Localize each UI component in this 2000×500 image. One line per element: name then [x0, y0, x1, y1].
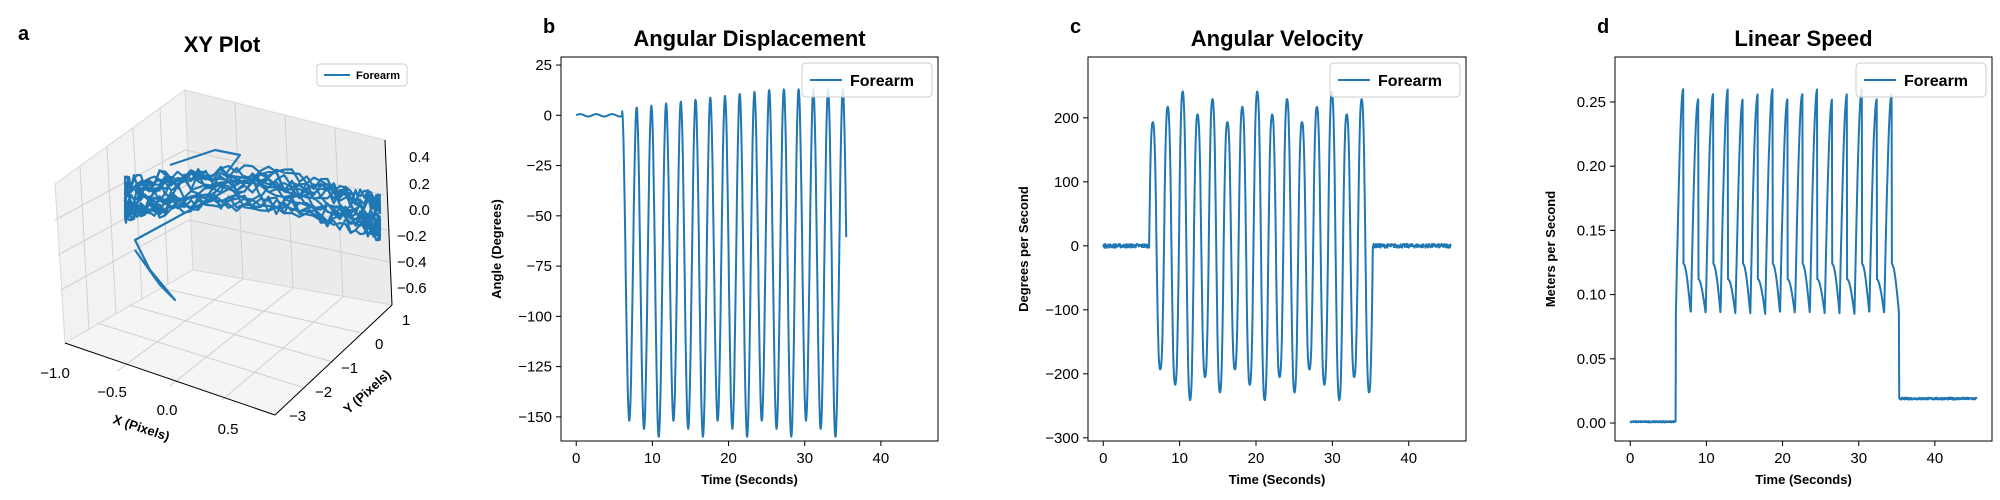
panel-letter-d: d [1597, 16, 1609, 38]
y-tick-label: −25 [527, 158, 552, 175]
y-tick-label: 200 [1054, 110, 1079, 127]
z-tick-label: −0.6 [397, 280, 427, 297]
y-tick-label: 0.20 [1577, 158, 1606, 175]
legend-label: Forearm [850, 73, 914, 90]
x-tick-label: 20 [1774, 450, 1791, 467]
x-tick-label: 10 [1698, 450, 1715, 467]
x-tick-label: 0.0 [157, 402, 178, 419]
y-tick-label: 0.25 [1577, 94, 1606, 111]
x-tick-label: 0 [1099, 450, 1107, 467]
x-tick-label: 20 [720, 450, 737, 467]
y-tick-label: 25 [535, 57, 552, 74]
y-axis-line [274, 304, 393, 416]
y-tick-label: 100 [1054, 174, 1079, 191]
legend-a: Forearm [316, 63, 408, 87]
plot-frame [560, 56, 939, 442]
panel-d-linear-speed: d Linear Speed 0 10 20 30 40 0.25 0.20 0.15 0.10 0… [1543, 16, 1993, 487]
y-tick-label: −300 [1045, 430, 1079, 447]
legend: Forearm [1855, 62, 1987, 98]
x-tick-label: 30 [796, 450, 813, 467]
plot-frame [1614, 56, 1993, 442]
panel-letter-a: a [18, 23, 30, 45]
legend-label: Forearm [1904, 73, 1968, 90]
x-tick-label: 30 [1324, 450, 1341, 467]
panel-letter-c: c [1070, 16, 1081, 38]
y-tick-label: −150 [518, 409, 552, 426]
chart-title: Angular Displacement [633, 26, 866, 51]
x-tick-label: 40 [1927, 450, 1944, 467]
y-tick-label: 0.05 [1577, 351, 1606, 368]
x-tick-label: 10 [644, 450, 661, 467]
y-tick-label: 0.00 [1577, 415, 1606, 432]
plot-frame [1087, 56, 1467, 442]
y-tick-label: −1 [341, 360, 358, 377]
series-line-forearm [1102, 90, 1452, 402]
y-tick-label: −3 [289, 408, 306, 425]
y-tick-label: 1 [402, 312, 410, 329]
y-tick-label: −2 [315, 384, 332, 401]
legend-box [1329, 62, 1461, 98]
x-tick-label: 0.5 [218, 421, 239, 438]
chart-title: Linear Speed [1734, 26, 1872, 51]
x-tick-label: −0.5 [97, 384, 127, 401]
x-axis-label: Time (Seconds) [1755, 472, 1852, 487]
z-tick-label: 0.4 [409, 149, 430, 166]
y-axis-label: Angle (Degrees) [489, 199, 504, 299]
legend: Forearm [1329, 62, 1461, 98]
legend: Forearm [801, 62, 933, 98]
y-tick-label: 0 [375, 336, 383, 353]
panel-b-angular-displacement: b Angular Displacement 0 10 20 30 40 25 0 −25 −50… [489, 16, 939, 487]
panel-c-angular-velocity: c Angular Velocity 0 10 20 30 40 200 100 0 −100 −2… [1016, 16, 1467, 487]
y-tick-label: 0 [544, 107, 552, 124]
x-tick-label: 20 [1248, 450, 1265, 467]
y-tick-label: 0 [1071, 238, 1079, 255]
chart-title-a: XY Plot [184, 32, 261, 57]
x-tick-label: 0 [1626, 450, 1634, 467]
x-axis-label: Time (Seconds) [701, 472, 798, 487]
y-ticks-a: 1 0 −1 −2 −3 [289, 312, 410, 425]
x-tick-label: 0 [572, 450, 580, 467]
y-axis-label: Degrees per Second [1016, 186, 1031, 312]
x-axis-line [64, 342, 276, 416]
x-tick-label: 30 [1850, 450, 1867, 467]
panel-letter-b: b [543, 16, 555, 38]
x-tick-label: 40 [873, 450, 890, 467]
legend-box [1855, 62, 1987, 98]
z-axis-line [384, 139, 393, 306]
series-line-xy-forearm [123, 148, 382, 302]
x-tick-label: 40 [1400, 450, 1417, 467]
y-tick-label: 0.10 [1577, 287, 1606, 304]
series-line-forearm [575, 88, 848, 438]
legend-label: Forearm [356, 70, 400, 82]
legend-label: Forearm [1378, 73, 1442, 90]
chart-title: Angular Velocity [1191, 26, 1364, 51]
z-ticks-a: 0.4 0.2 0.0 −0.2 −0.4 −0.6 [397, 149, 430, 297]
legend-box [316, 63, 408, 87]
y-tick-label: −100 [1045, 302, 1079, 319]
series-line-forearm [1629, 88, 1978, 424]
y-tick-label: −100 [518, 308, 552, 325]
x-axis-label: Time (Seconds) [1229, 472, 1326, 487]
panel-a-xy-plot: a XY Plot [18, 23, 430, 444]
x-ticks-a: −1.0 −0.5 0.0 0.5 [40, 365, 238, 438]
z-tick-label: −0.2 [397, 228, 427, 245]
z-tick-label: 0.0 [409, 202, 430, 219]
y-tick-label: −75 [527, 258, 552, 275]
y-tick-label: −50 [527, 208, 552, 225]
z-tick-label: −0.4 [397, 254, 427, 271]
y-tick-label: 0.15 [1577, 222, 1606, 239]
y-tick-label: −200 [1045, 366, 1079, 383]
x-tick-label: −1.0 [40, 365, 70, 382]
y-axis-label: Meters per Second [1543, 191, 1558, 307]
y-tick-label: −125 [518, 359, 552, 376]
x-tick-label: 10 [1171, 450, 1188, 467]
z-tick-label: 0.2 [409, 176, 430, 193]
legend-box [801, 62, 933, 98]
